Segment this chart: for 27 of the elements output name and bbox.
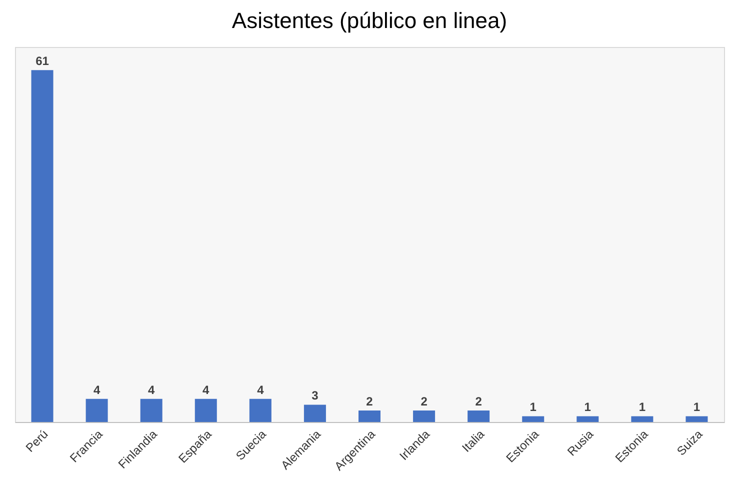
data-label: 1: [693, 400, 700, 414]
data-label: 2: [475, 394, 482, 408]
data-label: 2: [366, 394, 374, 408]
data-label: 3: [312, 388, 319, 403]
bar: [413, 410, 436, 422]
data-label: 1: [530, 400, 537, 414]
data-label: 1: [584, 400, 592, 414]
data-label: 4: [202, 382, 210, 397]
data-label: 4: [148, 382, 155, 397]
data-label: 4: [93, 382, 100, 397]
data-label: 2: [420, 394, 428, 408]
bar: [31, 70, 54, 422]
bar: [304, 404, 326, 422]
bar: [86, 398, 108, 422]
bar: [576, 416, 599, 422]
bar: [194, 398, 217, 422]
bar: [468, 410, 490, 422]
bar: [631, 416, 654, 422]
data-label: 4: [257, 382, 264, 397]
data-label: 1: [638, 400, 646, 414]
bar: [249, 398, 272, 422]
bar: [686, 416, 708, 422]
bar: [522, 416, 544, 422]
bar: [358, 410, 380, 422]
bar: [140, 398, 162, 422]
chart-title: Asistentes (público en linea): [232, 8, 508, 33]
data-label: 61: [36, 54, 50, 68]
